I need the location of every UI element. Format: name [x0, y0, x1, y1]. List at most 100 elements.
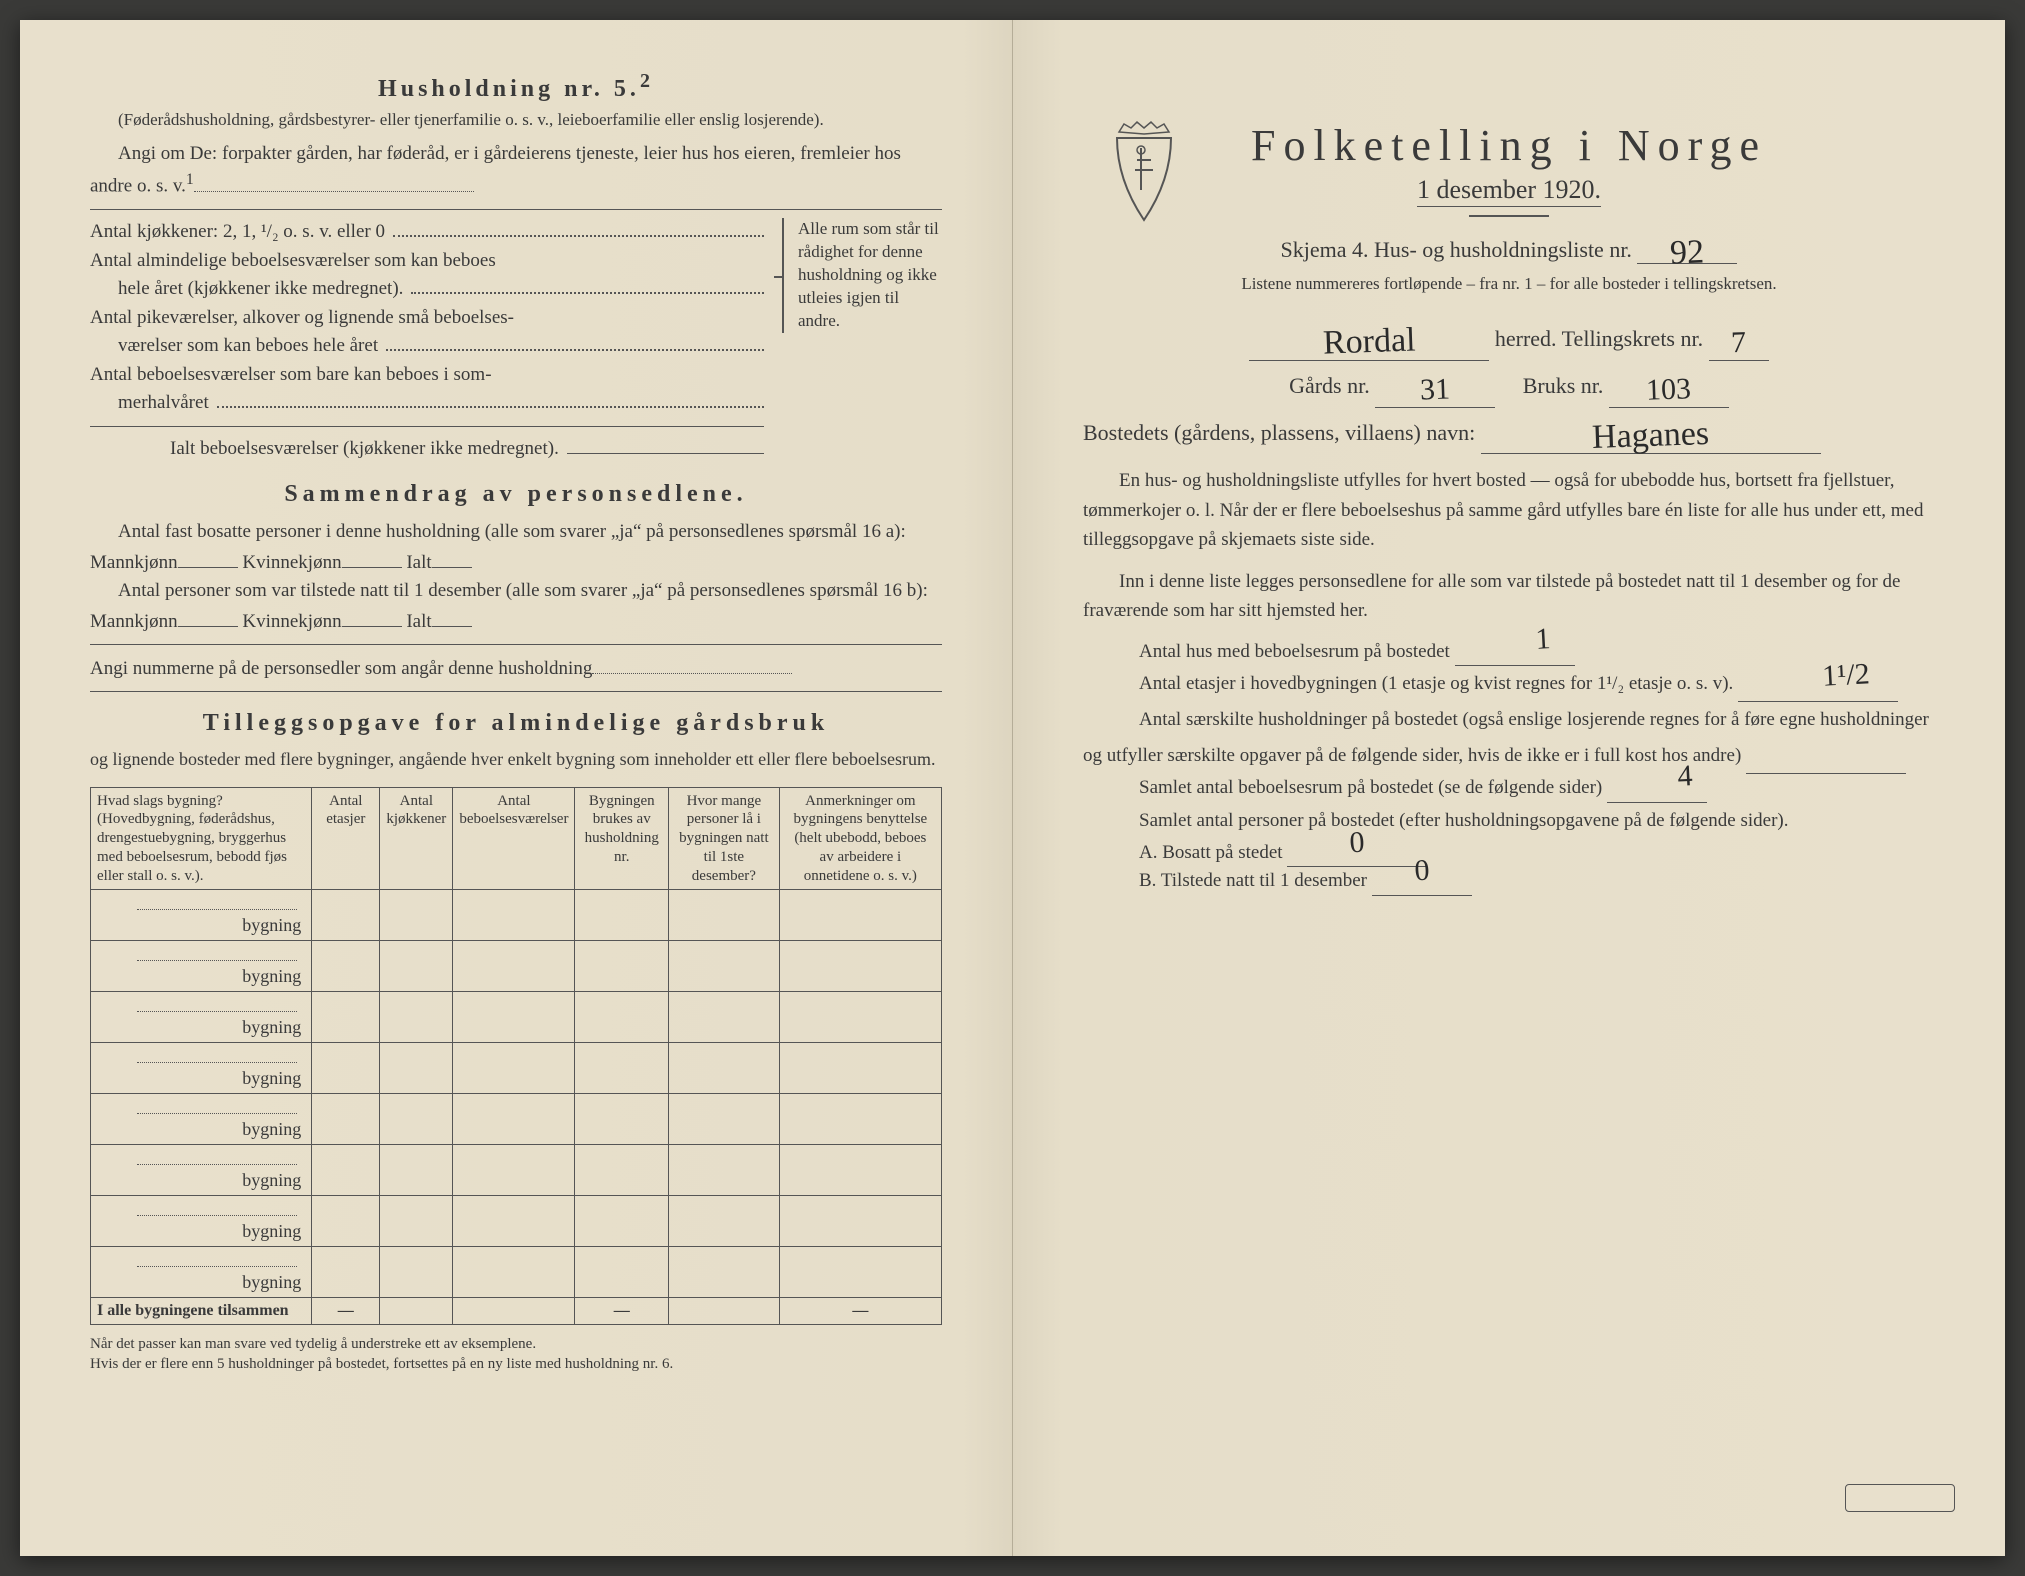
kjokkener-text: Antal kjøkkener: 2, 1, ¹/₂ o. s. v. elle… [90, 218, 385, 247]
blank-cell [453, 1298, 575, 1325]
col-4: Bygningen brukes av husholdning nr. [575, 787, 669, 890]
husholdning-heading: Husholdning nr. 5.2 [90, 70, 942, 103]
kline-2a: Antal pikeværelser, alkover og lignende … [90, 304, 764, 333]
blank-cell [380, 1094, 453, 1145]
blank-cell [669, 1145, 780, 1196]
blank-cell [669, 1247, 780, 1298]
blank-cell [575, 1094, 669, 1145]
blank-cell [312, 1094, 380, 1145]
table-row: bygning [91, 890, 942, 941]
angi-sup: 1 [186, 171, 194, 188]
krets-field: 7 [1709, 318, 1769, 361]
blank-fill [217, 389, 764, 408]
title-sub-text: 1 desember 1920. [1417, 175, 1601, 207]
col-1: Antal etasjer [312, 787, 380, 890]
herred-value: Rordal [1323, 326, 1416, 356]
blank-cell [380, 1247, 453, 1298]
sub-note: Listene nummereres fortløpende – fra nr.… [1083, 274, 1935, 294]
table-row: bygning [91, 992, 942, 1043]
blank-cell [380, 1298, 453, 1325]
blank-cell [453, 1094, 575, 1145]
sammendrag-3: Angi nummerne på de personsedler som ang… [90, 653, 942, 683]
sammendrag-heading: Sammendrag av personsedlene. [90, 481, 942, 508]
bygning-label-cell: bygning [91, 1043, 312, 1094]
blank [432, 606, 472, 627]
blank-fill [386, 332, 764, 351]
kline-total-text: Ialt beboelsesværelser (kjøkkener ikke m… [90, 435, 559, 464]
skjema-nr-value: 92 [1670, 238, 1705, 266]
blank [342, 606, 402, 627]
hr-4 [90, 691, 942, 692]
hr-1 [90, 209, 942, 210]
kline-2b-text: værelser som kan beboes hele året [90, 332, 378, 361]
blank-cell [575, 1043, 669, 1094]
q2-text: Antal etasjer i hovedbygningen (1 etasje… [1139, 673, 1733, 694]
qB-line: B. Tilstede natt til 1 desember 0 [1139, 867, 1935, 896]
bygning-word: bygning [242, 1170, 301, 1190]
dash: — [575, 1298, 669, 1325]
blank-cell [575, 1196, 669, 1247]
dash: — [312, 1298, 380, 1325]
q2-value: 1¹/2 [1766, 663, 1870, 692]
blank-cell [380, 1196, 453, 1247]
title-rule [1469, 215, 1549, 217]
bygning-label-cell: bygning [91, 1196, 312, 1247]
q1-text: Antal hus med beboelsesrum på bostedet [1139, 641, 1450, 662]
table-row: bygning [91, 1043, 942, 1094]
bosted-label: Bostedets (gårdens, plassens, villaens) … [1083, 420, 1475, 445]
kline-2b: værelser som kan beboes hele året [90, 332, 764, 361]
bygning-preline [137, 1215, 297, 1216]
bygning-word: bygning [242, 1221, 301, 1241]
bygning-preline [137, 1113, 297, 1114]
blank-cell [575, 1247, 669, 1298]
s-kvinne2: Kvinnekjønn [242, 611, 341, 632]
bruks-value: 103 [1646, 377, 1692, 403]
instruction-p2: Inn i denne liste legges personsedlene f… [1083, 567, 1935, 626]
blank-cell [779, 1094, 941, 1145]
bygning-label-cell: bygning [91, 1247, 312, 1298]
bygning-preline [137, 1164, 297, 1165]
total-row: I alle bygningene tilsammen — — — [91, 1298, 942, 1325]
qB-text: B. Tilstede natt til 1 desember [1139, 870, 1367, 891]
kline-3b-text: merhalvåret [90, 389, 209, 418]
gaards-value: 31 [1420, 377, 1451, 402]
blank-cell [312, 890, 380, 941]
coat-of-arms-icon [1099, 120, 1189, 230]
footnote: Når det passer kan man svare ved tydelig… [90, 1335, 942, 1374]
kline-total: Ialt beboelsesværelser (kjøkkener ikke m… [90, 435, 764, 464]
table-row: bygning [91, 1094, 942, 1145]
blank-cell [312, 1145, 380, 1196]
blank-cell [779, 1043, 941, 1094]
qB-value: 0 [1414, 859, 1430, 884]
blank-cell [380, 941, 453, 992]
kline-1b: hele året (kjøkkener ikke medregnet). [90, 275, 764, 304]
left-page: Husholdning nr. 5.2 (Føderådshusholdning… [20, 20, 1013, 1556]
bygning-preline [137, 909, 297, 910]
blank-cell [453, 1196, 575, 1247]
blank-cell [380, 1043, 453, 1094]
kline-1a: Antal almindelige beboelsesværelser som … [90, 247, 764, 276]
s3-text: Angi nummerne på de personsedler som ang… [90, 658, 592, 679]
q4-field: 4 [1607, 778, 1707, 803]
kline-3a: Antal beboelsesværelser som bare kan beb… [90, 361, 764, 390]
blank-cell [669, 992, 780, 1043]
blank-cell [779, 992, 941, 1043]
blank-cell [575, 890, 669, 941]
blank-cell [779, 1145, 941, 1196]
blank-cell [575, 1145, 669, 1196]
col-0: Hvad slags bygning? (Hovedbygning, føder… [91, 787, 312, 890]
tillegg-intro: og lignende bosteder med flere bygninger… [90, 747, 942, 772]
bosted-line: Bostedets (gårdens, plassens, villaens) … [1083, 412, 1935, 455]
husholdning-heading-text: Husholdning nr. 5. [378, 76, 640, 102]
herred-label: herred. Tellingskrets nr. [1495, 326, 1703, 351]
krets-value: 7 [1731, 331, 1747, 356]
kitchen-block: Antal kjøkkener: 2, 1, ¹/₂ o. s. v. elle… [90, 218, 942, 463]
herred-field: Rordal [1249, 318, 1489, 361]
skjema-text: Skjema 4. Hus- og husholdningsliste nr. [1281, 237, 1632, 262]
blank-cell [380, 992, 453, 1043]
blank-cell [669, 1196, 780, 1247]
blank-cell [779, 941, 941, 992]
blank [592, 653, 792, 674]
col-2: Antal kjøkkener [380, 787, 453, 890]
blank-cell [453, 941, 575, 992]
